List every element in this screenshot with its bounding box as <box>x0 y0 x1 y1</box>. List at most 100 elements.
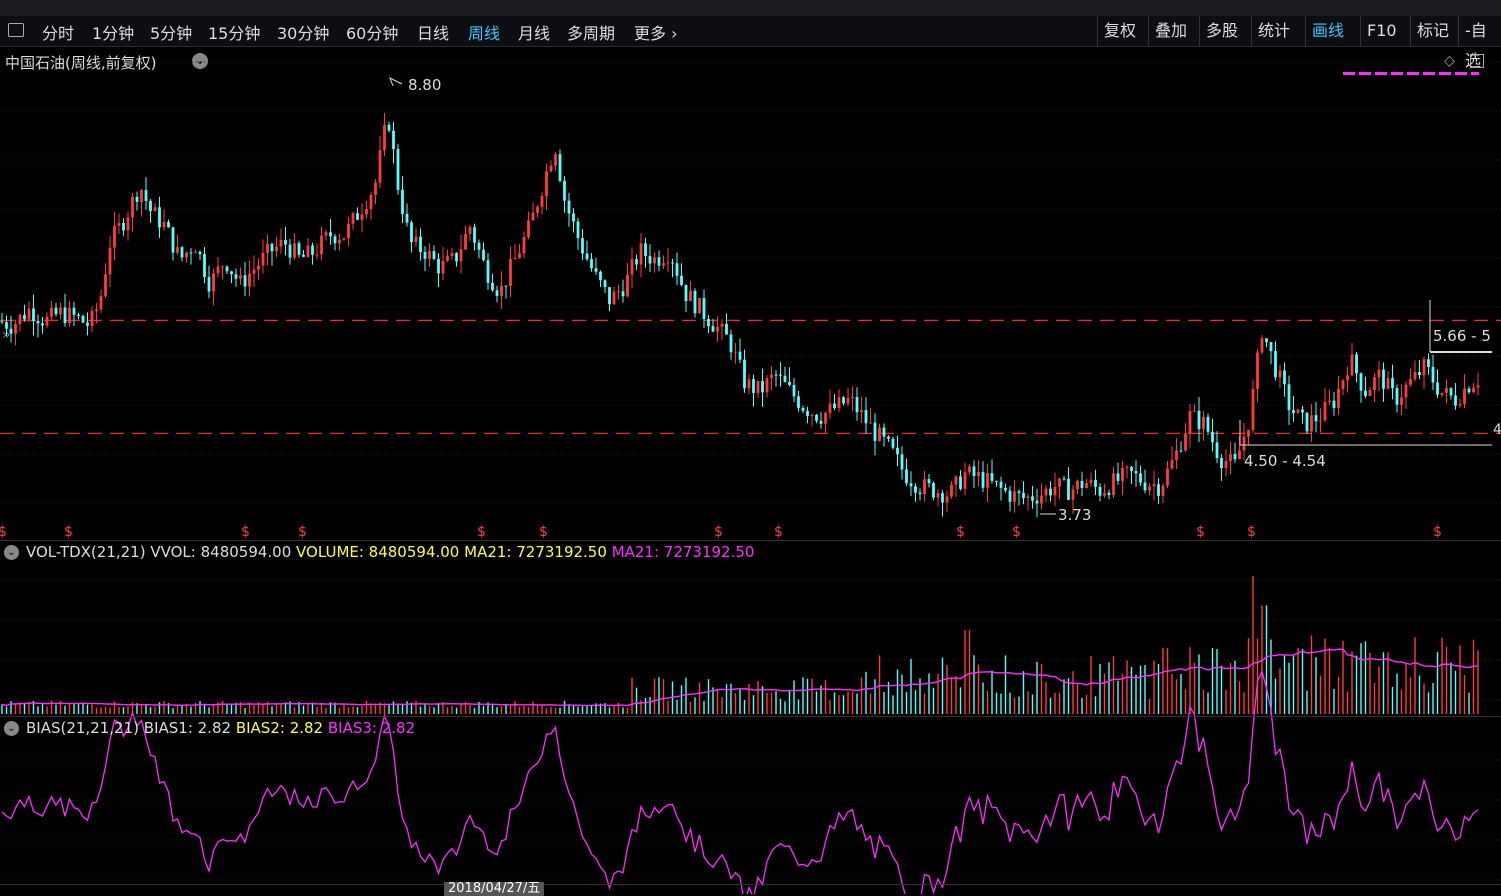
candle-body <box>594 268 598 272</box>
tab-6[interactable]: 日线 <box>417 24 450 43</box>
candle-body <box>959 476 962 489</box>
candle-body <box>320 235 323 255</box>
candle-body <box>648 255 652 264</box>
candle-body <box>405 213 409 223</box>
candle-body <box>135 196 139 202</box>
candle-body <box>675 263 679 276</box>
candle-body <box>1071 489 1075 500</box>
s-marker: $ <box>1012 524 1021 540</box>
candle-body <box>918 492 922 494</box>
tab-1[interactable]: 1分钟 <box>92 24 135 43</box>
candle-body <box>288 244 292 258</box>
tab-7[interactable]: 周线 <box>468 24 501 43</box>
candle-body <box>131 196 134 218</box>
toolbar-button-4[interactable]: 画线 <box>1305 16 1350 46</box>
tab-0[interactable]: 分时 <box>42 24 75 43</box>
candle-body <box>270 243 274 252</box>
tab-4[interactable]: 30分钟 <box>277 24 330 43</box>
candle-body <box>873 422 877 441</box>
s-marker: $ <box>774 524 783 540</box>
toolbar-button-3[interactable]: 统计 <box>1251 16 1296 46</box>
candle-body <box>1224 461 1228 469</box>
candle-body <box>266 243 269 253</box>
candle-body <box>329 232 332 237</box>
chevron-down-icon[interactable]: ⌄ <box>4 721 19 736</box>
candle-body <box>1332 400 1336 408</box>
candle-body <box>446 256 449 261</box>
diamond-icon[interactable]: ◇ <box>1444 53 1455 69</box>
tab-10[interactable]: 更多 › <box>634 24 678 43</box>
candle-body <box>180 247 184 258</box>
chevron-down-icon[interactable]: ⌄ <box>192 53 208 69</box>
toolbar-button-7[interactable]: -自选 <box>1458 16 1501 70</box>
date-cursor-label: 2018/04/27/五 <box>444 882 545 896</box>
chevron-down-icon[interactable]: ⌄ <box>4 545 19 560</box>
toolbar-button-5[interactable]: F10 <box>1360 16 1403 46</box>
candle-body <box>783 375 787 382</box>
tab-8[interactable]: 月线 <box>518 24 551 43</box>
period-toolbar: 分时 1分钟 5分钟 15分钟 30分钟 60分钟 日线 周线 月线 多周期 更多 › 复权 叠加 多股… <box>0 16 1501 70</box>
toolbar-button-6[interactable]: 标记 <box>1410 16 1455 46</box>
candle-body <box>306 245 310 257</box>
candle-body <box>1049 488 1052 496</box>
candle-body <box>1310 415 1313 432</box>
candle-body <box>549 165 553 172</box>
candle-body <box>491 282 494 291</box>
toolbar-button-2[interactable]: 多股 <box>1199 16 1244 46</box>
panel-separator <box>0 540 1501 541</box>
candle-body <box>927 479 931 484</box>
candle-body <box>482 249 485 261</box>
candle-body <box>1022 492 1025 498</box>
candle-body <box>1341 380 1345 389</box>
candle-body <box>342 238 346 240</box>
s-marker: $ <box>1196 524 1205 540</box>
candle-body <box>1197 410 1201 430</box>
candle-body <box>423 252 427 259</box>
candle-body <box>599 271 602 281</box>
candle-body <box>576 221 580 239</box>
candle-body <box>1418 371 1421 376</box>
tab-5[interactable]: 60分钟 <box>346 24 399 43</box>
candle-body <box>864 410 868 424</box>
candle-body <box>315 254 319 256</box>
toolbar-button-0[interactable]: 复权 <box>1097 16 1142 46</box>
candle-body <box>68 307 71 324</box>
panel-icon[interactable] <box>1470 54 1484 68</box>
candle-body <box>554 154 557 166</box>
candle-body <box>761 380 764 393</box>
candle-body <box>1035 500 1039 504</box>
candle-body <box>477 242 481 250</box>
candle-body <box>108 247 112 275</box>
candle-body <box>1152 484 1156 487</box>
candle-body <box>1278 370 1282 378</box>
candle-body <box>824 412 827 424</box>
candle-body <box>23 314 26 320</box>
candle-body <box>828 403 832 413</box>
candle-body <box>1044 488 1048 496</box>
high-label: 8.80 <box>408 76 442 94</box>
candle-body <box>716 326 719 332</box>
tab-2[interactable]: 5分钟 <box>150 24 193 43</box>
s-marker: $ <box>298 524 307 540</box>
toolbar-button-1[interactable]: 叠加 <box>1148 16 1193 46</box>
candle-body <box>171 227 175 253</box>
candle-body <box>1161 485 1165 496</box>
candle-body <box>509 259 512 287</box>
candle-body <box>1382 369 1385 389</box>
candle-body <box>216 266 220 274</box>
candle-body <box>585 253 589 260</box>
candle-body <box>1184 433 1187 451</box>
candle-body <box>198 251 202 255</box>
candle-body <box>149 200 152 212</box>
candle-body <box>819 420 823 424</box>
candle-body <box>275 246 278 252</box>
candle-body <box>986 473 989 488</box>
candle-body <box>234 274 238 279</box>
tab-3[interactable]: 15分钟 <box>208 24 261 43</box>
candle-body <box>104 274 107 296</box>
tab-9[interactable]: 多周期 <box>567 24 616 43</box>
candle-body <box>1445 388 1448 393</box>
candle-body <box>248 273 251 287</box>
panel-toggle-icon[interactable] <box>8 23 24 37</box>
